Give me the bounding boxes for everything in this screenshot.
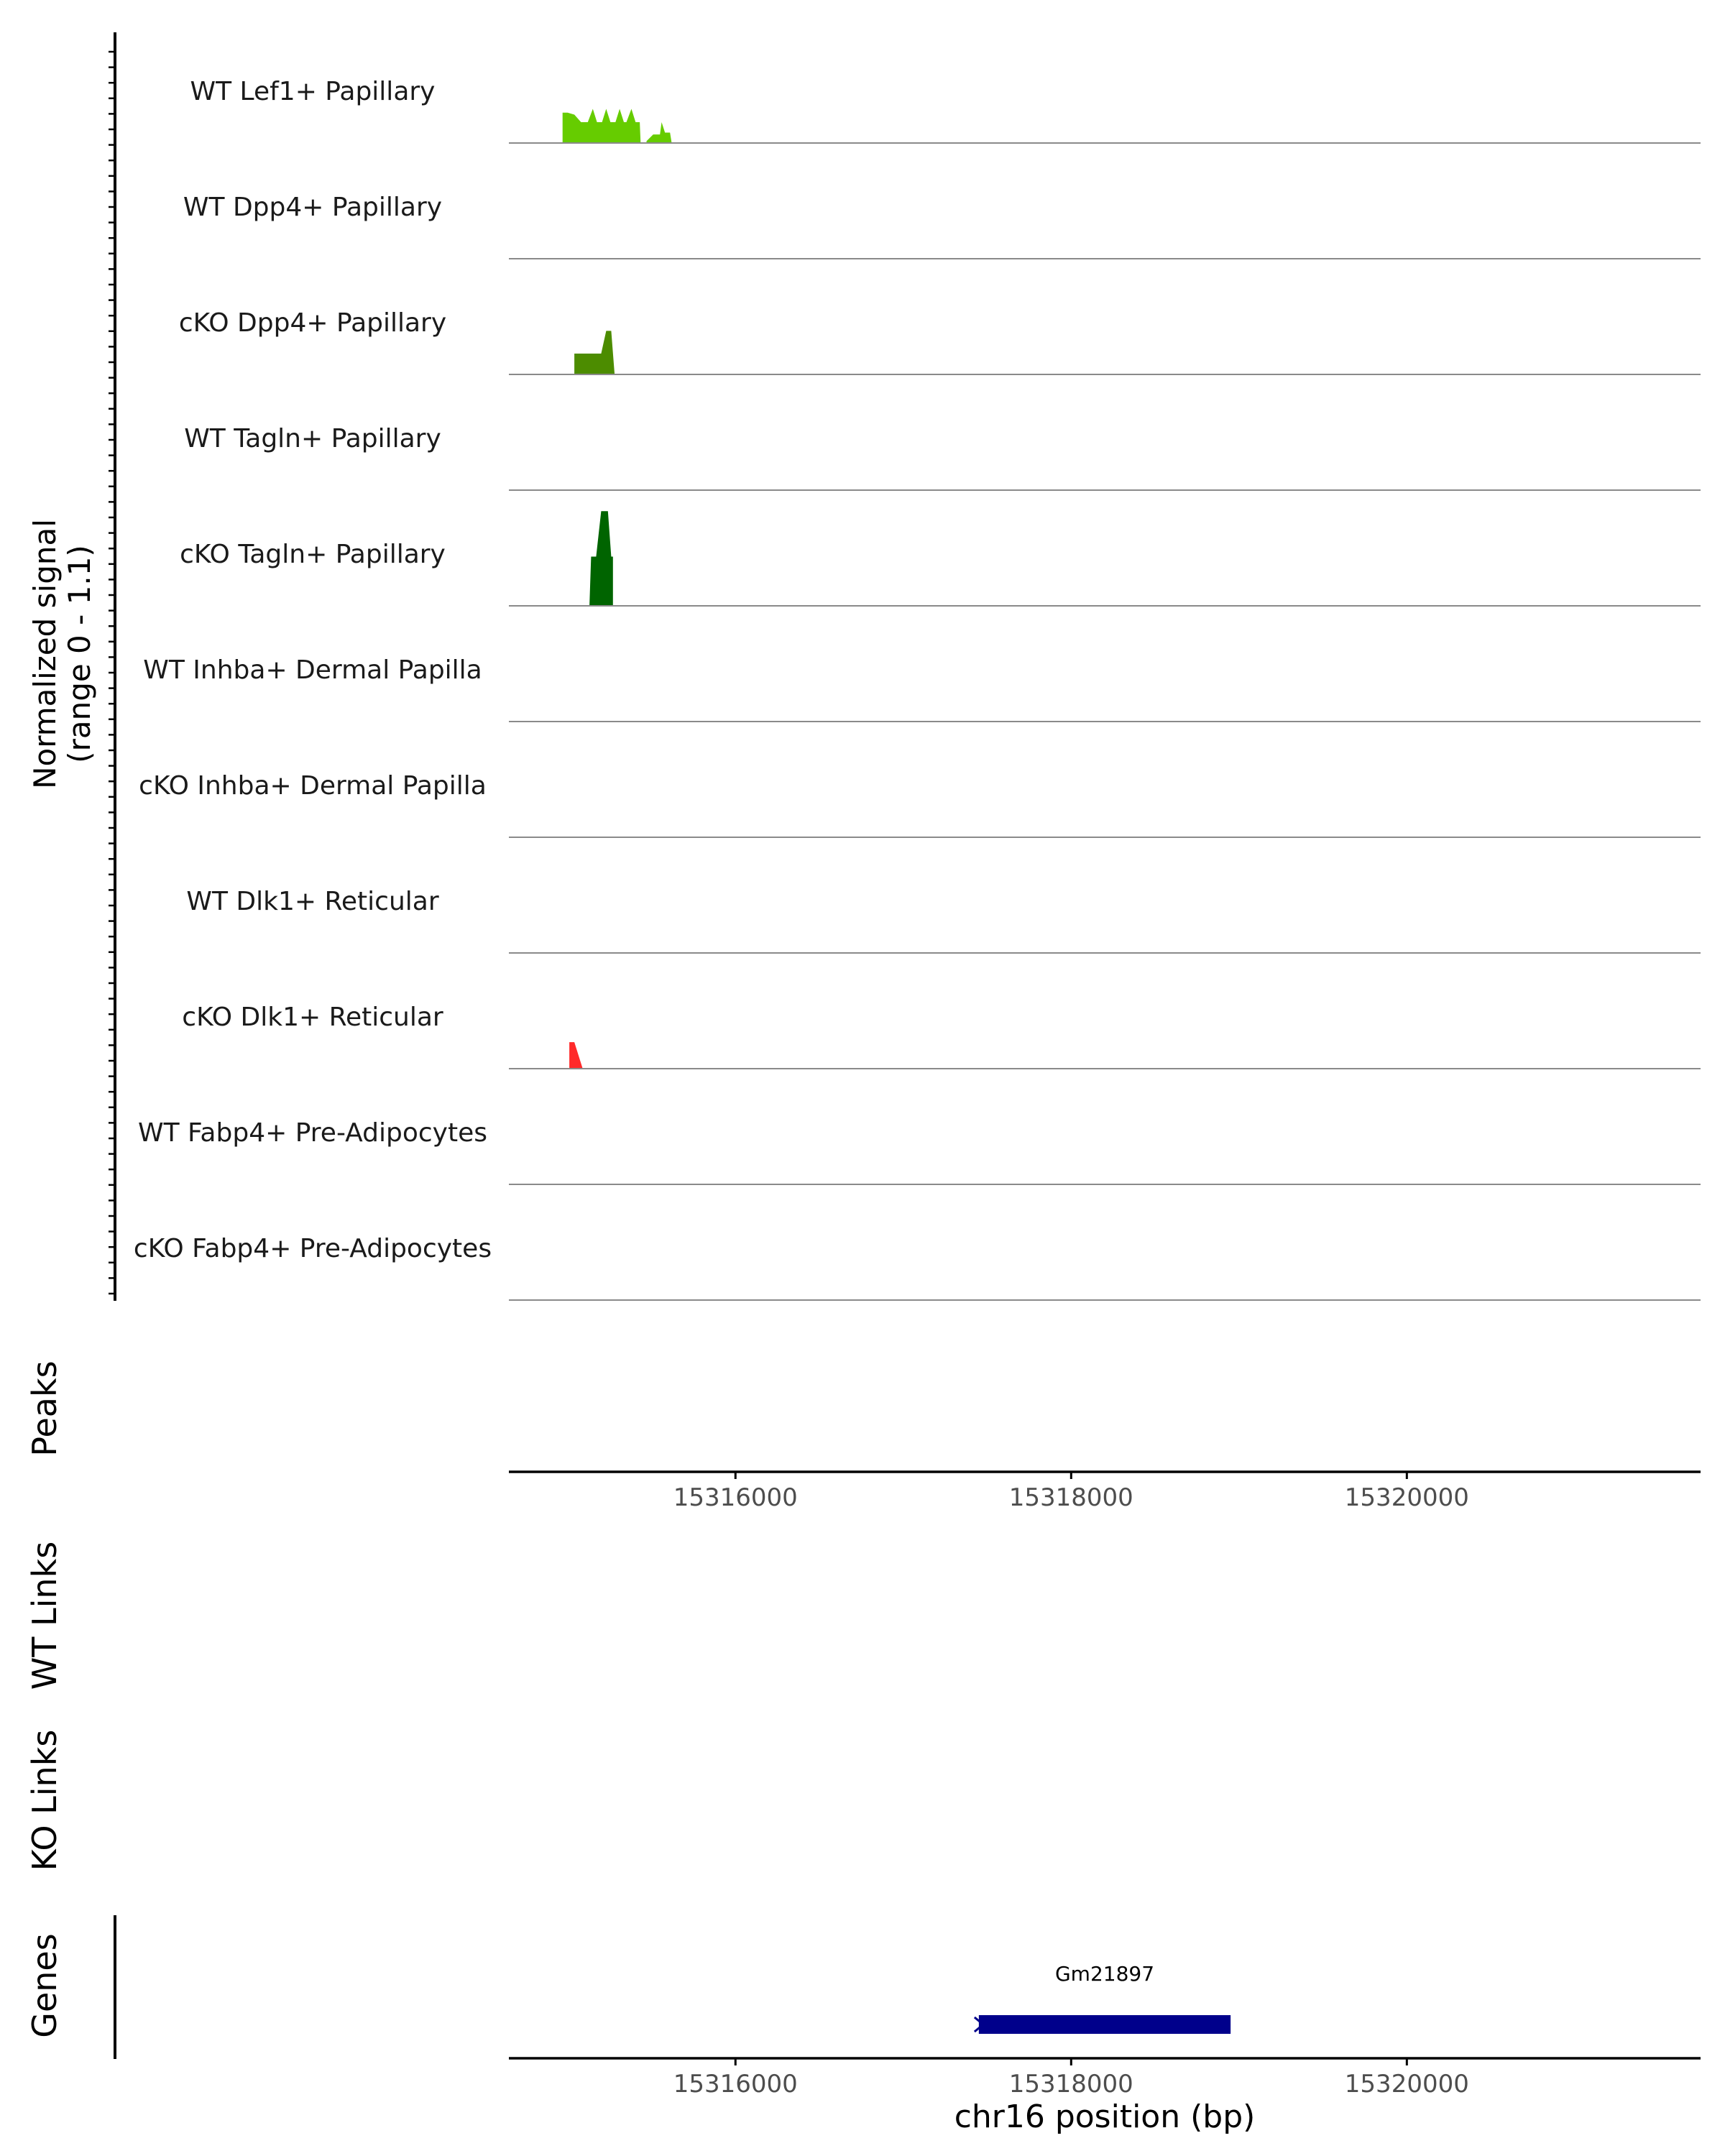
track-8: WT Dlk1+ Reticular xyxy=(186,887,1701,954)
genes-track: Gm21897 xyxy=(973,1962,1231,2034)
track-label: WT Dpp4+ Papillary xyxy=(183,193,442,222)
signal-area xyxy=(574,331,615,374)
x-axis-title: chr16 position (bp) xyxy=(954,2099,1256,2135)
track-label: WT Fabp4+ Pre-Adipocytes xyxy=(138,1118,487,1148)
gene-strand-arrow xyxy=(973,2016,985,2033)
track-1: WT Lef1+ Papillary xyxy=(190,77,1701,144)
track-label: cKO Tagln+ Papillary xyxy=(180,540,446,569)
track-label: WT Tagln+ Papillary xyxy=(184,424,441,453)
track-label: cKO Dpp4+ Papillary xyxy=(179,308,446,338)
track-4: WT Tagln+ Papillary xyxy=(184,424,1701,491)
x-tick-label: 15320000 xyxy=(1345,2070,1469,2099)
gene-Gm21897: Gm21897 xyxy=(973,1962,1231,2034)
track-label: WT Dlk1+ Reticular xyxy=(186,887,438,916)
track-6: WT Inhba+ Dermal Papilla xyxy=(143,655,1701,722)
peaks-panel-label: Peaks xyxy=(25,1360,64,1456)
signal-area xyxy=(562,109,672,143)
genes-x-axis-ticks: 15316000 15318000 15320000 xyxy=(673,2058,1469,2099)
track-3: cKO Dpp4+ Papillary xyxy=(179,308,1701,375)
signal-area xyxy=(569,1042,583,1069)
track-label: cKO Inhba+ Dermal Papilla xyxy=(139,771,487,801)
gene-label: Gm21897 xyxy=(1055,1962,1154,1986)
track-label: WT Lef1+ Papillary xyxy=(190,77,436,106)
track-2: WT Dpp4+ Papillary xyxy=(183,193,1701,259)
track-10: WT Fabp4+ Pre-Adipocytes xyxy=(138,1118,1701,1185)
gene-body xyxy=(978,2015,1231,2034)
signal-tracks: WT Lef1+ Papillary WT Dpp4+ Papillary cKO … xyxy=(134,77,1701,1301)
peaks-x-axis-ticks: 15316000 15318000 15320000 xyxy=(673,1472,1469,1512)
x-tick-label: 15316000 xyxy=(673,1483,798,1512)
track-5: cKO Tagln+ Papillary xyxy=(180,511,1701,607)
signal-y-axis xyxy=(109,32,116,1301)
track-7: cKO Inhba+ Dermal Papilla xyxy=(139,771,1701,838)
x-tick-label: 15316000 xyxy=(673,2070,798,2099)
signal-ylabel-line2: (range 0 - 1.1) xyxy=(62,545,97,763)
wt-links-panel-label: WT Links xyxy=(25,1542,64,1690)
track-label: cKO Dlk1+ Reticular xyxy=(182,1003,443,1032)
signal-ylabel-line1: Normalized signal xyxy=(27,519,63,789)
track-label: cKO Fabp4+ Pre-Adipocytes xyxy=(134,1234,492,1263)
track-label: WT Inhba+ Dermal Papilla xyxy=(143,655,482,685)
x-tick-label: 15318000 xyxy=(1009,1483,1133,1512)
track-9: cKO Dlk1+ Reticular xyxy=(182,1003,1701,1069)
signal-y-ticks xyxy=(109,50,115,1295)
ko-links-panel-label: KO Links xyxy=(25,1730,64,1871)
x-tick-label: 15318000 xyxy=(1009,2070,1133,2099)
track-11: cKO Fabp4+ Pre-Adipocytes xyxy=(134,1234,1701,1301)
signal-area xyxy=(589,511,613,606)
x-tick-label: 15320000 xyxy=(1345,1483,1469,1512)
genes-panel-label: Genes xyxy=(25,1933,64,2037)
